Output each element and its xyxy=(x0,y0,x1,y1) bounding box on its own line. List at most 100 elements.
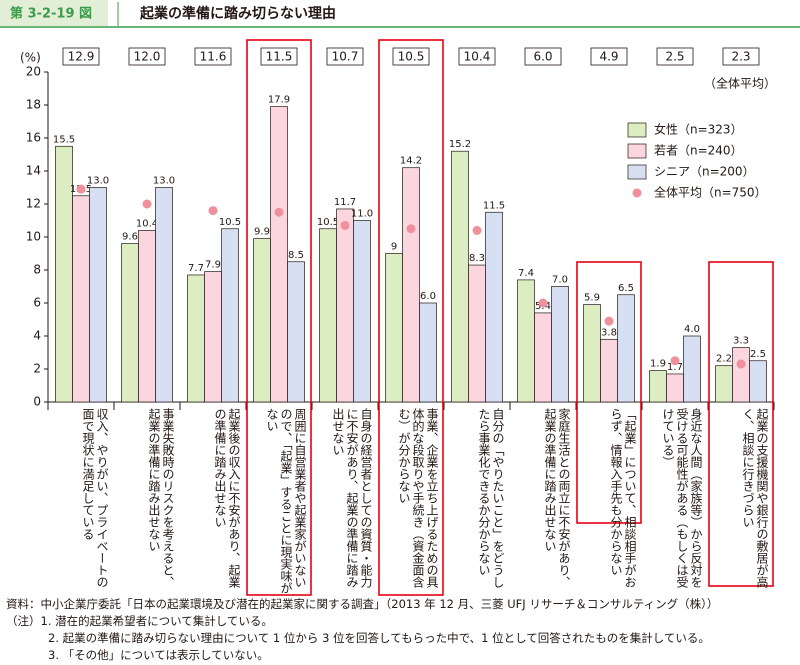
bar xyxy=(155,187,173,403)
average-box xyxy=(128,47,166,66)
bar xyxy=(319,228,337,403)
value-label: 13.0 xyxy=(87,176,109,187)
bar xyxy=(253,238,271,403)
average-box xyxy=(722,47,760,66)
value-label: 3.3 xyxy=(733,336,749,347)
value-label: 10.5 xyxy=(317,217,339,228)
average-box xyxy=(62,47,100,66)
y-tick-label: 6 xyxy=(33,296,41,310)
legend-swatch xyxy=(627,143,647,159)
bar xyxy=(336,208,354,403)
value-label: 13.0 xyxy=(153,176,175,187)
note: （注）1. 潜在的起業希望者について集計している。 xyxy=(6,614,273,628)
value-label: 11.0 xyxy=(351,209,373,220)
bar xyxy=(72,195,90,403)
bar xyxy=(683,335,701,403)
average-box xyxy=(194,47,232,66)
y-tick-label: 2 xyxy=(33,362,41,376)
average-dot xyxy=(340,220,350,230)
bar xyxy=(385,253,403,403)
legend-label: 女性（n=323） xyxy=(654,122,743,137)
legend-label: シニア（n=200） xyxy=(654,165,755,179)
value-label: 3.8 xyxy=(601,327,617,338)
bar xyxy=(270,106,288,403)
value-label: 11.7 xyxy=(334,197,356,208)
bar xyxy=(732,347,750,403)
average-box xyxy=(392,47,430,66)
x-tick-label: 収入、やりがい、プライベートの面で現状に満足している xyxy=(81,408,109,588)
bar xyxy=(187,274,205,403)
value-label: 8.3 xyxy=(469,253,485,264)
bar xyxy=(204,271,222,403)
value-label: 2.2 xyxy=(716,354,732,365)
bar xyxy=(551,286,569,403)
average-dot xyxy=(274,207,284,217)
average-value: 6.0 xyxy=(533,50,552,64)
average-dot xyxy=(604,316,614,326)
legend-label: 若者（n=240） xyxy=(654,144,743,158)
y-tick-label: 12 xyxy=(26,197,41,211)
average-dot xyxy=(736,359,746,369)
header-title: 起業の準備に踏み切らない理由 xyxy=(139,5,336,22)
value-label: 10.5 xyxy=(219,217,241,228)
y-tick-label: 8 xyxy=(33,263,41,277)
x-tick-label: 起業後の収入に不安があり、起業の準備に踏み出せない xyxy=(213,408,241,588)
x-tick-label: 家庭生活との両立に不安があり、起業の準備に踏み出せない xyxy=(543,408,571,588)
x-tick-label: 「起業」について、相談相手がおらず、情報入手先も分からない xyxy=(609,408,637,588)
value-label: 10.4 xyxy=(136,218,158,229)
value-label: 6.5 xyxy=(618,283,634,294)
average-dot xyxy=(472,225,482,235)
note: 2. 起業の準備に踏み切らない理由について 1 位から 3 位を回答してもらった… xyxy=(48,631,710,645)
bar xyxy=(666,373,684,403)
note: 資料：中小企業庁委託「日本の起業環境及び潜在的起業家に関する調査」（2013 年… xyxy=(6,597,719,611)
header-label-bg xyxy=(0,0,108,26)
average-value: 2.3 xyxy=(731,50,750,64)
x-tick-label: 身近な人間（家族等）から反対を受ける可能性がある（もしくは受けている） xyxy=(661,408,703,588)
value-label: 11.5 xyxy=(483,200,505,211)
bar xyxy=(402,167,420,403)
note: 3. 「その他」については表示していない。 xyxy=(48,648,269,662)
bar xyxy=(534,312,552,403)
highlight-frame xyxy=(246,39,312,596)
value-label: 1.9 xyxy=(650,359,666,370)
bar xyxy=(749,360,767,403)
x-tick-label: 周囲に自営業者や起業家がいないので、「起業」することに現実味がない xyxy=(265,408,307,594)
x-tick-label: 自身の経営者としての資質・能力に不安があり、起業の準備に踏み出せない xyxy=(331,408,373,588)
average-dot xyxy=(142,199,152,209)
average-box xyxy=(458,47,496,66)
average-value: 11.6 xyxy=(200,50,227,64)
value-label: 5.9 xyxy=(584,293,600,304)
value-label: 7.9 xyxy=(205,260,221,271)
legend-swatch xyxy=(627,122,647,138)
average-dot xyxy=(406,224,416,234)
average-value: 10.5 xyxy=(398,50,425,64)
value-label: 1.7 xyxy=(667,362,683,373)
x-tick-label: 事業、企業を立ち上げるための具体的な段取りや手続き（資金面含む）が分からない xyxy=(397,408,439,588)
bar xyxy=(138,230,156,403)
bar xyxy=(419,302,437,403)
bar xyxy=(287,261,305,403)
average-value: 10.4 xyxy=(464,50,491,64)
bar xyxy=(353,220,371,403)
legend-dot xyxy=(632,188,642,198)
average-box xyxy=(524,47,562,66)
bar xyxy=(600,338,618,403)
bar xyxy=(485,211,503,403)
header-label: 第 3-2-19 図 xyxy=(10,6,92,22)
value-label: 17.9 xyxy=(268,95,290,106)
average-value: 11.5 xyxy=(266,50,293,64)
value-label: 9.9 xyxy=(254,227,270,238)
bar xyxy=(89,187,107,403)
average-value: 2.5 xyxy=(665,50,684,64)
y-tick-label: 0 xyxy=(33,395,41,409)
y-tick-label: 16 xyxy=(26,131,41,145)
highlight-frame xyxy=(576,261,642,524)
y-tick-label: 10 xyxy=(26,230,41,244)
bar xyxy=(451,150,469,403)
average-value: 10.7 xyxy=(332,50,359,64)
average-box xyxy=(656,47,694,66)
average-dot xyxy=(208,206,218,216)
value-label: 9.6 xyxy=(122,232,138,243)
highlight-frame xyxy=(378,39,444,596)
